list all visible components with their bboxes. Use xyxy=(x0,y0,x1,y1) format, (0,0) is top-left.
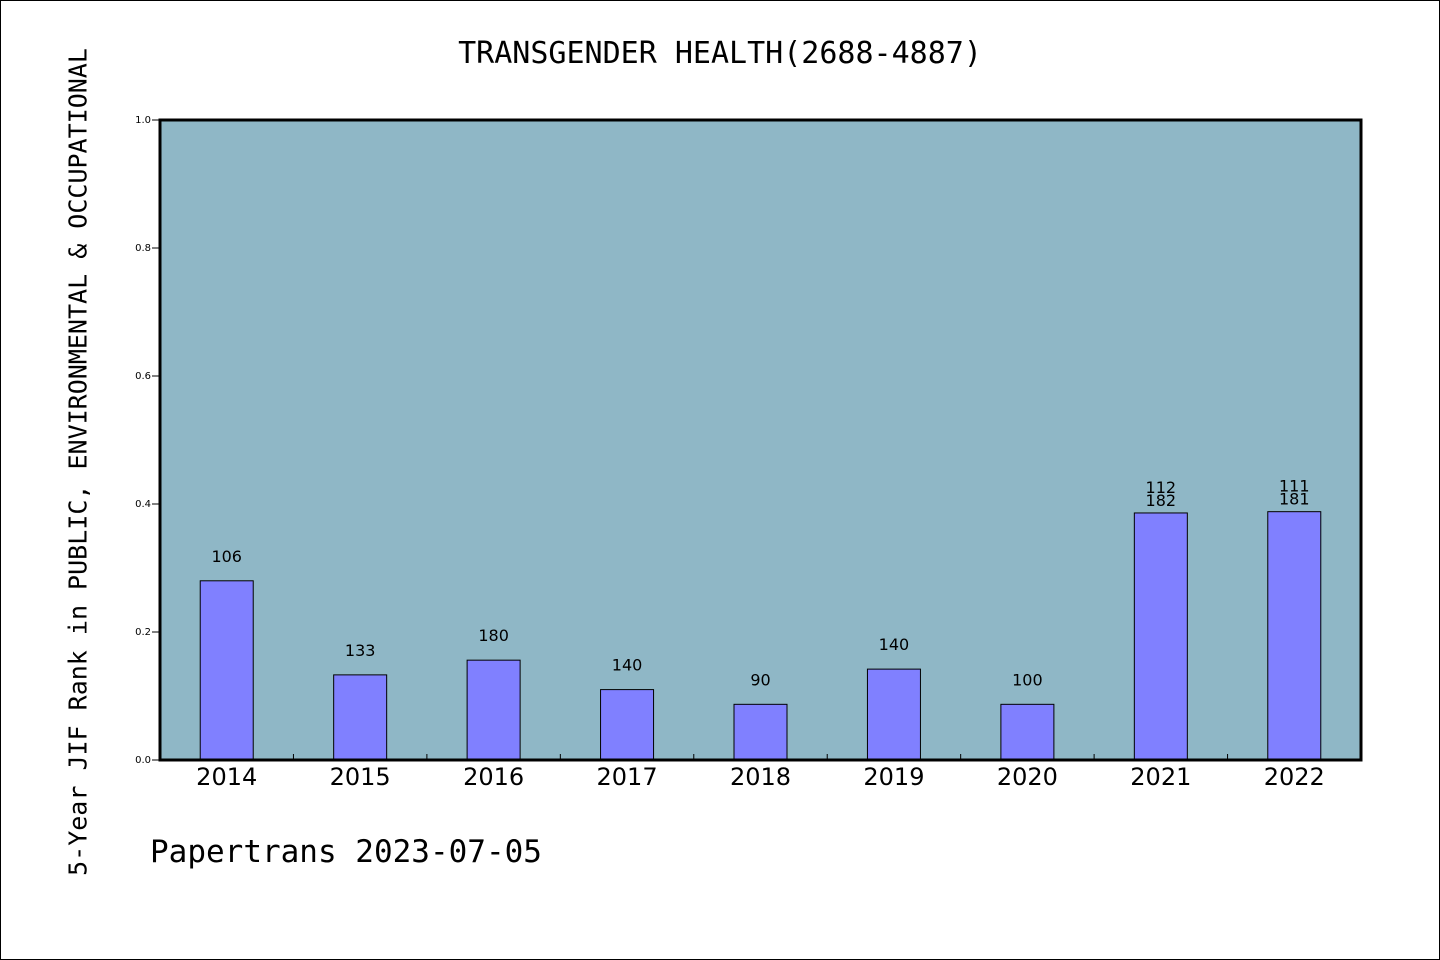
x-tick-label: 2017 xyxy=(597,763,658,791)
data-label: 106 xyxy=(211,547,242,566)
data-label: 100 xyxy=(1012,670,1043,689)
data-label: 140 xyxy=(612,656,643,675)
data-label: 112 xyxy=(1146,478,1177,497)
bar xyxy=(733,703,788,761)
bar xyxy=(1133,512,1188,761)
data-label: 180 xyxy=(478,626,509,645)
bar xyxy=(466,659,521,761)
footer-text: Papertrans 2023-07-05 xyxy=(150,834,542,870)
y-tick-label: 0.8 xyxy=(135,243,151,254)
x-tick-label: 2021 xyxy=(1130,763,1191,791)
chart-title: TRANSGENDER HEALTH(2688-4887) xyxy=(458,36,982,71)
x-tick-label: 2019 xyxy=(863,763,924,791)
data-label: 181 xyxy=(1279,490,1310,509)
x-tick-label: 2015 xyxy=(330,763,391,791)
x-tick-label: 2014 xyxy=(196,763,257,791)
bar xyxy=(1000,703,1055,761)
x-tick-label: 2020 xyxy=(997,763,1058,791)
data-label: 133 xyxy=(345,641,376,660)
bar xyxy=(333,674,388,761)
y-tick-label: 0.0 xyxy=(135,755,151,766)
bar xyxy=(866,668,921,761)
bar xyxy=(199,580,254,761)
data-label: 111 xyxy=(1279,477,1310,496)
y-tick-label: 0.2 xyxy=(135,627,151,638)
y-tick-label: 0.4 xyxy=(135,499,151,510)
x-tick-label: 2018 xyxy=(730,763,791,791)
plot-border xyxy=(158,118,1363,762)
data-label: 182 xyxy=(1146,491,1177,510)
y-tick-label: 1.0 xyxy=(135,115,151,126)
x-tick-label: 2016 xyxy=(463,763,524,791)
data-label: 140 xyxy=(879,635,910,654)
bar xyxy=(1267,511,1322,761)
x-tick-label: 2022 xyxy=(1264,763,1325,791)
data-label: 90 xyxy=(750,670,770,689)
bar xyxy=(600,689,655,761)
y-tick-label: 0.6 xyxy=(135,371,151,382)
